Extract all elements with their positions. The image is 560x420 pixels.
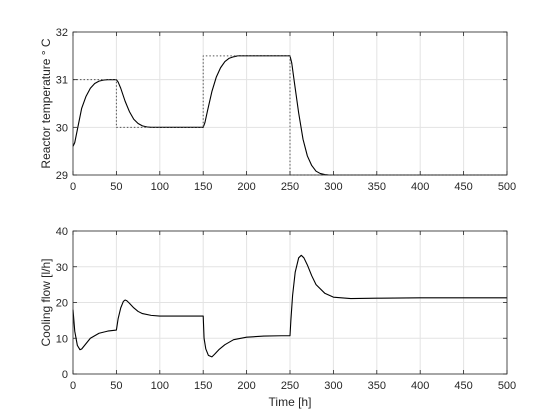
top-ytick-label-2: 31 (56, 75, 68, 87)
bottom-ylabel: Cooling flow [l/h] (39, 258, 53, 346)
bottom-ytick-label-3: 30 (56, 262, 68, 274)
top-xtick-label-6: 300 (324, 181, 342, 193)
top-xtick-label-8: 400 (411, 181, 429, 193)
bottom-xtick-label-8: 400 (411, 380, 429, 392)
top-series-setpoint-line (73, 55, 507, 176)
top-xtick-label-4: 200 (237, 181, 255, 193)
top-xtick-label-2: 100 (151, 181, 169, 193)
top-xtick-label-0: 0 (70, 181, 76, 193)
top-xtick-label-1: 50 (110, 181, 122, 193)
top-ytick-label-1: 30 (56, 122, 68, 134)
bottom-xtick-label-4: 200 (237, 380, 255, 392)
bottom-xlabel: Time [h] (269, 395, 312, 409)
top-xtick-label-7: 350 (368, 181, 386, 193)
bottom-xtick-label-9: 450 (454, 380, 472, 392)
bottom-xtick-label-6: 300 (324, 380, 342, 392)
bottom-ytick-label-0: 0 (62, 369, 68, 381)
bottom-ytick-label-4: 40 (56, 226, 68, 238)
bottom-xtick-label-5: 250 (281, 380, 299, 392)
bottom-xtick-label-0: 0 (70, 380, 76, 392)
top-ylabel: Reactor temperature ° C (39, 38, 53, 169)
bottom-ytick-label-2: 20 (56, 298, 68, 310)
bottom-xtick-label-7: 350 (368, 380, 386, 392)
bottom-xtick-label-2: 100 (151, 380, 169, 392)
top-ytick-label-0: 29 (56, 170, 68, 182)
bottom-series-response-line (72, 254, 507, 358)
top-xtick-label-3: 150 (194, 181, 212, 193)
top-ytick-label-3: 32 (56, 27, 68, 39)
bottom-xtick-label-1: 50 (110, 380, 122, 392)
bottom-ytick-label-1: 10 (56, 333, 68, 345)
bottom-xtick-label-10: 500 (498, 380, 516, 392)
top-xtick-label-5: 250 (281, 181, 299, 193)
bottom-xtick-label-3: 150 (194, 380, 212, 392)
top-axes: 0 50 100 150 200 250 300 350 400 450 500 29 30 31 32Re… (39, 27, 516, 193)
bottom-axes: 0 50 100 150 200 250 300 350 400 450 500 0 10 20 30 40 C… (39, 226, 516, 409)
top-xtick-label-10: 500 (498, 181, 516, 193)
top-xtick-label-9: 450 (454, 181, 472, 193)
